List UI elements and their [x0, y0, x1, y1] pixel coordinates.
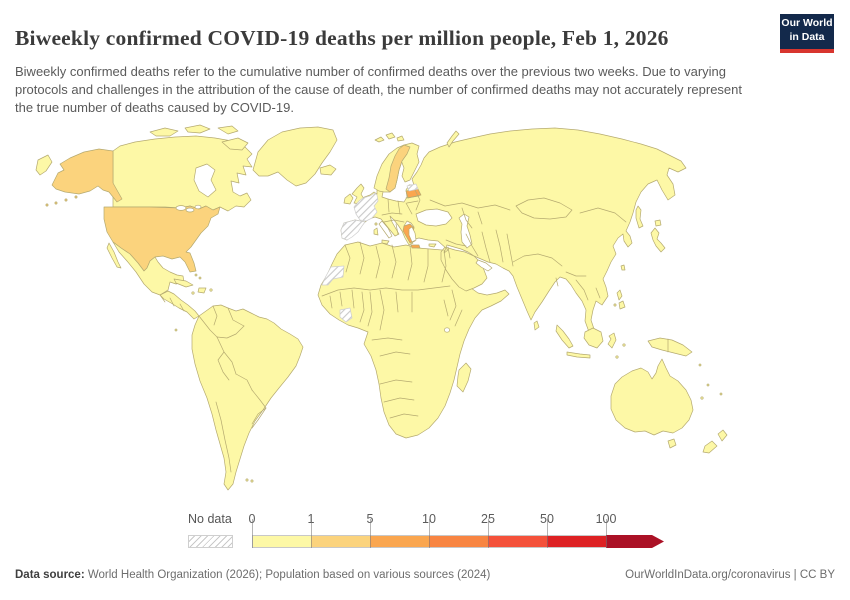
country-france[interactable]	[353, 192, 379, 222]
chart-footer: Data source: World Health Organization (…	[15, 569, 835, 581]
island-crete[interactable]	[410, 244, 421, 249]
legend-tickline	[252, 519, 253, 548]
color-scale-segment-1-5[interactable]	[311, 535, 370, 548]
country-spain-portugal[interactable]	[340, 219, 366, 241]
owid-logo[interactable]: Our World in Data	[780, 14, 834, 53]
country-sweden[interactable]	[385, 144, 411, 193]
country-united-states-alaska[interactable]	[51, 148, 123, 203]
legend-tickline	[606, 519, 607, 548]
country-greenland[interactable]	[252, 126, 338, 187]
page-title: Biweekly confirmed COVID-19 deaths per m…	[15, 26, 669, 51]
color-scale-segment-50-100[interactable]	[547, 535, 606, 548]
no-data-countries[interactable]	[321, 183, 419, 323]
no-data-swatch[interactable]	[188, 535, 233, 548]
country-madagascar[interactable]	[456, 362, 472, 393]
legend-tickline	[311, 519, 312, 548]
island-new-guinea[interactable]	[647, 337, 693, 357]
country-indonesia[interactable]	[555, 324, 626, 359]
aegean-sea	[408, 226, 417, 243]
country-sri-lanka[interactable]	[533, 320, 540, 331]
aleutian-islands[interactable]	[45, 195, 78, 207]
tasmania[interactable]	[667, 438, 677, 449]
country-taiwan[interactable]	[620, 264, 626, 271]
region-arabian-peninsula[interactable]	[440, 246, 488, 292]
owid-logo-line1: Our World	[781, 17, 833, 29]
country-iceland[interactable]	[319, 164, 337, 176]
chart-subtitle: Biweekly confirmed deaths refer to the c…	[15, 64, 742, 115]
region-western-sahara[interactable]	[321, 265, 345, 286]
country-ireland[interactable]	[343, 193, 354, 205]
landmass-south-america[interactable]	[191, 304, 304, 491]
great-lakes	[175, 205, 187, 211]
great-lakes	[194, 204, 202, 210]
great-lakes	[185, 207, 195, 213]
persian-gulf	[475, 259, 493, 272]
region-central-america[interactable]	[159, 290, 200, 320]
data-source-text: World Health Organization (2026); Popula…	[84, 569, 491, 581]
baja-california[interactable]	[106, 242, 122, 269]
hudson-bay	[193, 163, 217, 198]
lakes-and-seas	[175, 163, 493, 333]
country-mexico[interactable]	[112, 241, 185, 296]
map-countries[interactable]	[35, 124, 728, 491]
lake-victoria	[444, 327, 450, 333]
svalbard-islands[interactable]	[374, 132, 405, 143]
canadian-arctic-islands[interactable]	[149, 124, 249, 151]
country-japan[interactable]	[650, 219, 666, 253]
legend-tickline	[429, 519, 430, 548]
color-scale-segment-5-10[interactable]	[370, 535, 429, 548]
data-source-label: Data source:	[15, 569, 85, 581]
novaya-zemlya[interactable]	[446, 130, 460, 148]
color-scale-segment-10-25[interactable]	[429, 535, 488, 548]
legend-tickline	[370, 519, 371, 548]
black-sea	[415, 208, 453, 227]
country-estonia[interactable]	[406, 183, 419, 192]
color-scale-segment-25-50[interactable]	[488, 535, 547, 548]
country-australia[interactable]	[610, 358, 694, 436]
legend-tickline	[547, 519, 548, 548]
color-scale-segment-100-plus[interactable]	[606, 535, 664, 548]
country-philippines[interactable]	[613, 289, 626, 310]
legend-tickline	[488, 519, 489, 548]
country-united-kingdom[interactable]	[351, 183, 365, 205]
country-new-zealand[interactable]	[702, 429, 728, 454]
south-america-islands[interactable]	[174, 328, 254, 483]
adriatic-sea	[378, 220, 393, 239]
country-russia-chukotka-sliver[interactable]	[35, 154, 53, 176]
color-scale-bar	[252, 535, 664, 548]
caribbean-islands[interactable]	[173, 273, 213, 295]
pacific-islands[interactable]	[698, 363, 723, 400]
owid-url-license[interactable]: OurWorldInData.org/coronavirus | CC BY	[625, 569, 835, 581]
country-borders	[159, 187, 669, 473]
color-scale-segment-0-1[interactable]	[252, 535, 311, 548]
no-data-label: No data	[188, 512, 232, 526]
owid-logo-line2: in Data	[789, 30, 825, 43]
country-united-states[interactable]	[103, 205, 221, 273]
mediterranean-islands[interactable]	[373, 222, 437, 248]
sakhalin[interactable]	[635, 205, 644, 229]
country-cote-divoire[interactable]	[339, 307, 353, 323]
